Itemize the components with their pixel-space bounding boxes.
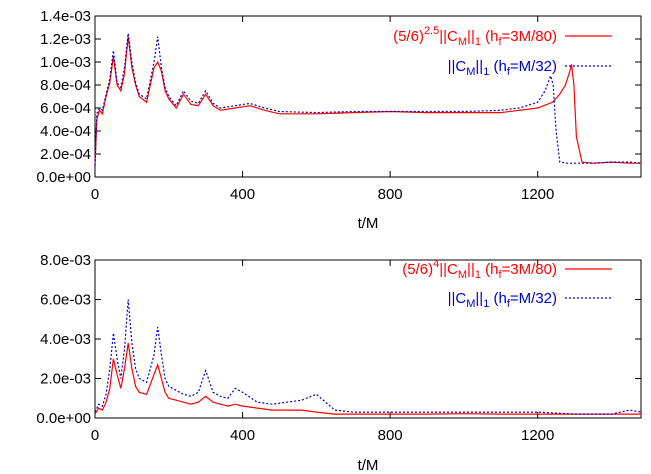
y-tick-label: 4.0e-03 — [40, 331, 91, 348]
y-tick-label: 2.0e-04 — [40, 146, 91, 163]
series-line-red — [94, 342, 641, 415]
chart-panel-1: 0.0e+00 2.0e-04 4.0e-04 6.0e-04 8.0e-04 1.0e-… — [36, 8, 642, 232]
y-tick-label: 1.0e-03 — [40, 54, 91, 71]
y-tick-label: 0.0e+00 — [36, 169, 91, 186]
x-tick-label: 0 — [91, 186, 99, 203]
y-tick-label: 6.0e-04 — [40, 100, 91, 117]
series-line-blue — [94, 33, 642, 166]
series-line-red — [94, 36, 641, 166]
y-tick-label: 8.0e-04 — [40, 77, 91, 94]
x-tick-label: 800 — [378, 186, 403, 203]
x-tick-label: 800 — [378, 427, 403, 444]
plot-frame — [94, 15, 642, 178]
legend-label: ||CM||1 (hf=M/32) — [448, 58, 557, 78]
x-tick-label: 400 — [230, 186, 255, 203]
series-line-blue — [94, 299, 642, 415]
x-tick-label: 400 — [230, 427, 255, 444]
legend-label: ||CM||1 (hf=M/32) — [448, 290, 557, 310]
x-tick-label: 0 — [91, 427, 99, 444]
x-tick-label: 1200 — [521, 427, 554, 444]
y-tick-label: 2.0e-03 — [40, 371, 91, 388]
chart-panel-2: 0.0e+00 2.0e-03 4.0e-03 6.0e-03 8.0e-03 0 400 8… — [36, 252, 642, 474]
x-axis-label: t/M — [358, 215, 379, 232]
x-axis-label: t/M — [358, 457, 379, 474]
y-tick-label: 8.0e-03 — [40, 252, 91, 269]
x-tick-label: 1200 — [521, 186, 554, 203]
legend-label: (5/6)2.5||CM||1 (hf=3M/80) — [393, 25, 557, 48]
legend-label: (5/6)4||CM||1 (hf=3M/80) — [402, 258, 557, 281]
plot-frame — [94, 259, 642, 419]
y-tick-label: 0.0e+00 — [36, 410, 91, 427]
y-tick-label: 1.4e-03 — [40, 8, 91, 25]
y-tick-label: 4.0e-04 — [40, 123, 91, 140]
y-tick-label: 1.2e-03 — [40, 31, 91, 48]
y-tick-label: 6.0e-03 — [40, 292, 91, 309]
